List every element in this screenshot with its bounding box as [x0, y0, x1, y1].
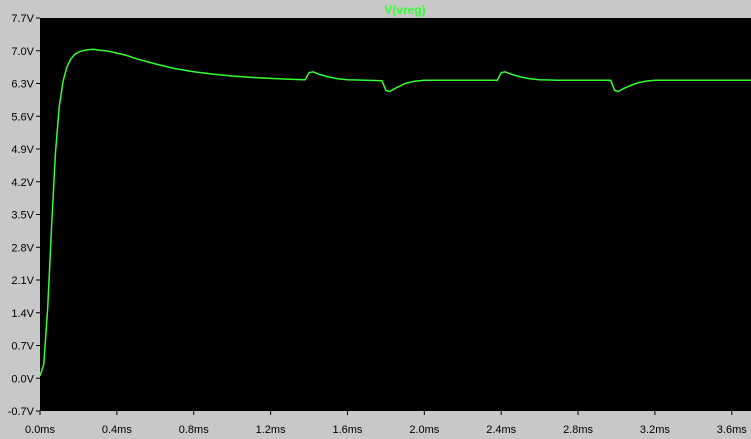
x-tick-label: 3.2ms [640, 424, 670, 436]
y-tick-label: 4.9V [11, 144, 34, 156]
x-tick-label: 1.6ms [332, 424, 362, 436]
x-tick-label: 1.2ms [256, 424, 286, 436]
x-tick-label: 0.8ms [179, 424, 209, 436]
x-tick-label: 2.8ms [563, 424, 593, 436]
y-axis: 7.7V 7.0V 6.3V 5.6V 4.9V 4.2V 3.5V 2.8V 2.1V 1.4V… [8, 13, 40, 418]
x-tick-label: 0.4ms [102, 424, 132, 436]
y-tick-label: 4.2V [11, 177, 34, 189]
y-tick-label: 2.1V [11, 275, 34, 287]
y-tick-label: -0.7V [8, 406, 35, 418]
y-tick-label: 0.7V [11, 341, 34, 353]
x-axis: 0.0ms 0.4ms 0.8ms 1.2ms 1.6ms 2.0ms 2.4ms 2.8ms… [25, 411, 747, 436]
y-tick-label: 3.5V [11, 210, 34, 222]
x-tick-label: 2.0ms [409, 424, 439, 436]
y-tick-label: 7.0V [11, 46, 34, 58]
x-tick-label: 3.6ms [717, 424, 747, 436]
y-tick-label: 7.7V [11, 13, 34, 25]
series-line-vreg [39, 48, 751, 377]
y-tick-label: 6.3V [11, 79, 34, 91]
y-tick-label: 1.4V [11, 308, 34, 320]
y-tick-label: 5.6V [11, 111, 34, 123]
plot-area [40, 18, 751, 411]
y-tick-label: 2.8V [11, 242, 34, 254]
x-tick-label: 0.0ms [25, 424, 55, 436]
x-tick-label: 2.4ms [486, 424, 516, 436]
y-tick-label: 0.0V [11, 373, 34, 385]
trace-layer [39, 48, 751, 377]
plot-title[interactable]: V(vreg) [384, 3, 425, 17]
